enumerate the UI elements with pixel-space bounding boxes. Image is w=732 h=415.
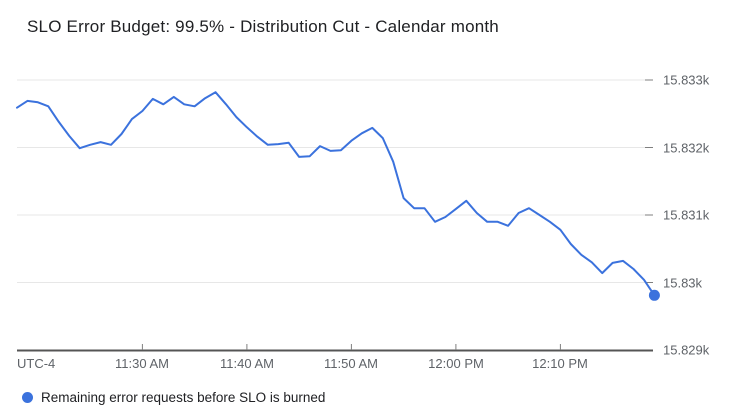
legend-series-marker-icon xyxy=(22,392,33,403)
chart-title: SLO Error Budget: 99.5% - Distribution C… xyxy=(27,17,499,36)
x-axis-label: 12:10 PM xyxy=(532,356,588,371)
series-end-marker xyxy=(648,289,660,301)
x-axis-label: 12:00 PM xyxy=(428,356,484,371)
x-axis-label: 11:30 AM xyxy=(115,356,169,371)
y-axis-label: 15.829k xyxy=(663,342,710,358)
chart-legend[interactable]: Remaining error requests before SLO is b… xyxy=(22,390,325,405)
chart-plot-area[interactable] xyxy=(17,60,655,350)
y-axis-label: 15.833k xyxy=(663,72,710,88)
x-axis-label: 11:40 AM xyxy=(220,356,274,371)
x-axis-label: 11:50 AM xyxy=(324,356,378,371)
series-line xyxy=(16,91,656,297)
y-axis-label: 15.83k xyxy=(663,275,703,291)
legend-series-label: Remaining error requests before SLO is b… xyxy=(41,390,326,405)
y-axis-label: 15.832k xyxy=(663,140,710,156)
x-axis-timezone-label: UTC-4 xyxy=(17,356,56,371)
y-axis-label: 15.831k xyxy=(663,207,710,223)
